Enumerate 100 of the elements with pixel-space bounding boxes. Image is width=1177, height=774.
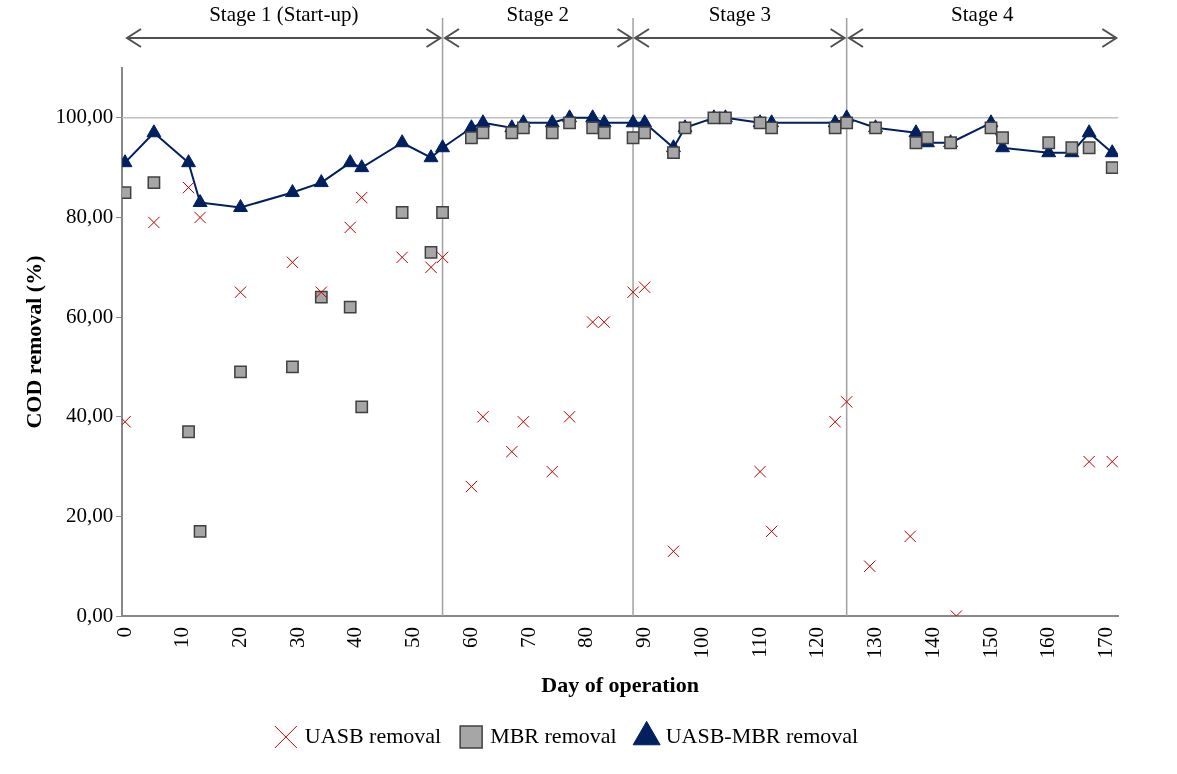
x-tick-label: 60 (457, 627, 482, 649)
x-tick-label: 70 (515, 627, 540, 649)
text: Stage 2 (505, 2, 570, 27)
point (476, 126, 490, 140)
point (586, 121, 600, 135)
point (1105, 161, 1118, 175)
text: Stage 4 (950, 2, 1015, 27)
point (505, 126, 519, 140)
x-tick-label: 170 (1092, 627, 1117, 659)
x-tick-label: 80 (573, 627, 598, 649)
x-tick-label: 20 (227, 627, 252, 649)
point (667, 545, 680, 558)
point (234, 365, 247, 379)
y-tick-label: 60,00 (65, 303, 114, 328)
point (626, 131, 640, 145)
y-tick-label: 80,00 (65, 204, 114, 228)
point (234, 286, 247, 299)
point (436, 206, 449, 219)
point (285, 184, 300, 198)
point (394, 134, 410, 148)
x-tick-label: 40 (342, 627, 367, 649)
point (423, 149, 439, 163)
text: Stage 1 (Start-up) (208, 2, 360, 27)
point (598, 315, 611, 329)
point (435, 139, 450, 153)
point (563, 116, 576, 130)
point (1106, 455, 1118, 468)
point (147, 176, 161, 190)
point (1082, 455, 1096, 468)
point (344, 221, 357, 234)
point (146, 124, 162, 138)
point (1081, 124, 1097, 138)
legend-label: UASB removal (304, 722, 442, 748)
x-tick-label: 30 (284, 627, 309, 649)
point (1104, 144, 1118, 158)
x-tick-label: 110 (746, 627, 771, 658)
point (233, 199, 248, 213)
legend-label: UASB-MBR removal (665, 722, 859, 748)
point (1042, 136, 1056, 150)
point (343, 300, 357, 314)
point (546, 465, 559, 478)
point (475, 114, 491, 128)
legend-label: MBR removal (490, 722, 617, 748)
x-tick-label: 130 (862, 627, 887, 659)
point (904, 530, 917, 543)
point (313, 174, 329, 188)
point (424, 245, 438, 259)
point (996, 131, 1009, 145)
point (182, 425, 195, 439)
point (1082, 141, 1096, 155)
point (355, 400, 369, 414)
point (465, 480, 478, 493)
point (181, 154, 196, 168)
point (424, 261, 438, 274)
y-axis-title: COD removal (%) (20, 255, 46, 429)
point (638, 126, 652, 140)
x-tick-label: 50 (400, 627, 425, 649)
point (545, 126, 559, 140)
y-tick-label: 40,00 (65, 403, 114, 428)
point (563, 410, 576, 423)
y-tick-label: 20,00 (65, 502, 114, 527)
point (465, 131, 478, 145)
x-tick-label: 120 (804, 627, 829, 659)
point (828, 121, 842, 135)
x-tick-label: 160 (1035, 627, 1060, 659)
point (395, 206, 409, 219)
point (840, 395, 853, 408)
point (626, 286, 640, 299)
point (517, 415, 530, 428)
y-tick-label: 100,00 (55, 104, 114, 129)
x-axis-title: Day of operation (541, 672, 699, 698)
point (354, 159, 370, 173)
point (840, 116, 854, 130)
point (765, 525, 778, 538)
y-tick-label: 0,00 (76, 602, 114, 627)
x-tick-label: 150 (977, 627, 1002, 659)
x-tick-label: 90 (631, 627, 656, 649)
point (753, 465, 767, 478)
point (286, 256, 299, 269)
point (505, 445, 518, 458)
point (597, 126, 611, 140)
point (193, 524, 207, 538)
point (342, 154, 358, 168)
x-tick-label: 100 (688, 627, 713, 659)
point (586, 315, 599, 329)
point (909, 136, 923, 150)
point (625, 114, 641, 128)
point (436, 251, 449, 264)
point (765, 121, 779, 135)
point (863, 560, 876, 573)
x-tick-label: 0 (111, 627, 136, 638)
point (147, 216, 161, 229)
x-tick-label: 140 (919, 627, 944, 659)
point (395, 251, 409, 264)
point (192, 194, 208, 208)
point (193, 211, 207, 224)
point (182, 181, 195, 194)
point (638, 281, 651, 294)
text: Stage 3 (707, 2, 773, 27)
x-tick-label: 10 (169, 627, 194, 649)
